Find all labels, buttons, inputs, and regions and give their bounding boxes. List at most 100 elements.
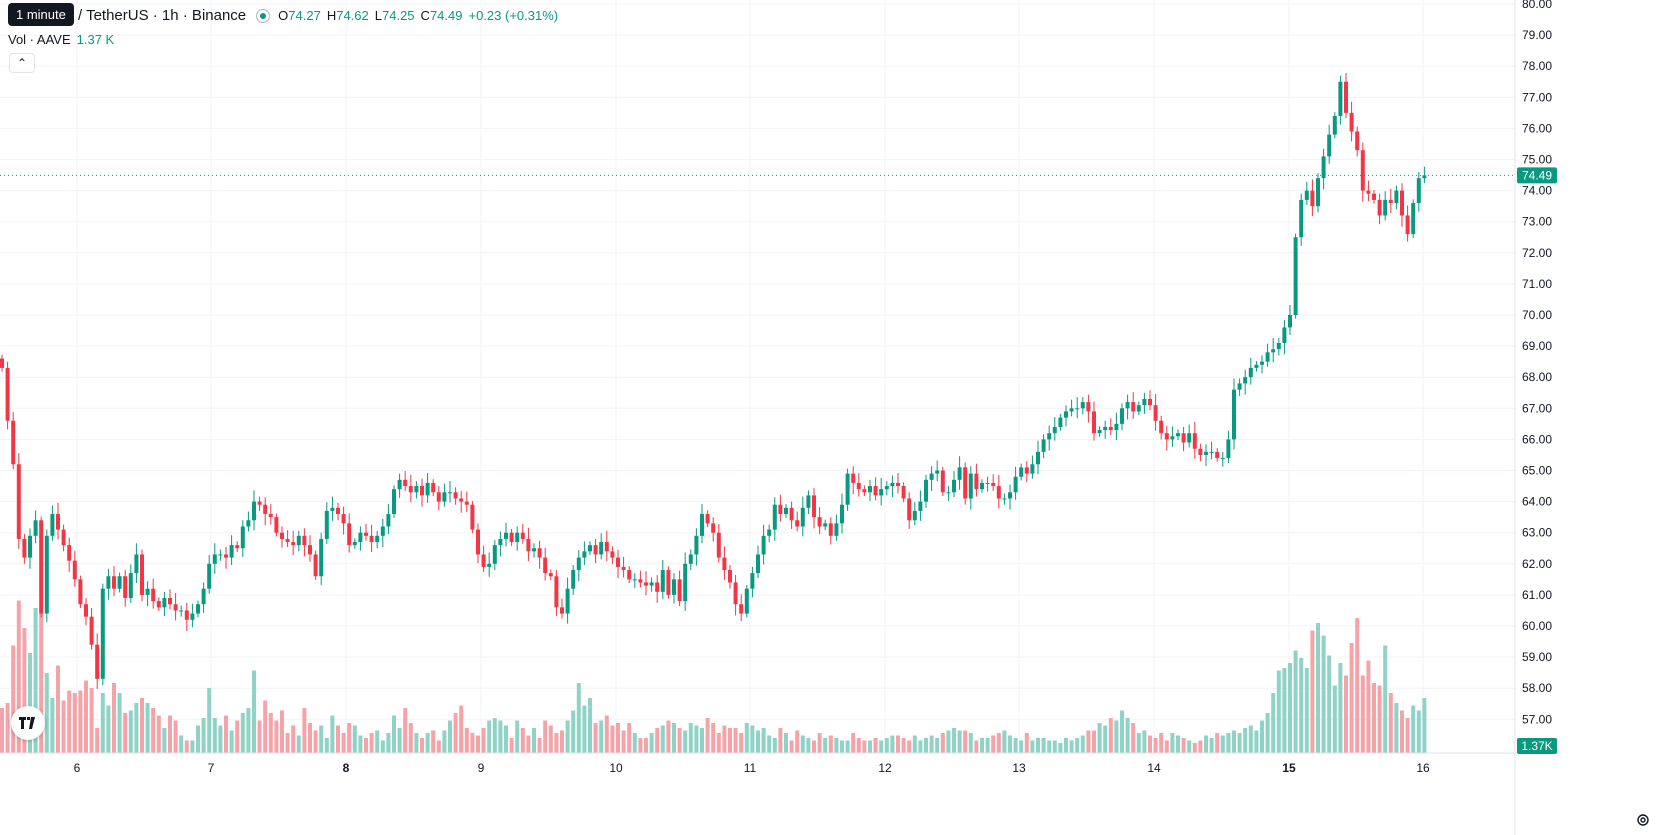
candle-body[interactable] — [1355, 131, 1360, 151]
candle-body[interactable] — [1265, 352, 1270, 362]
candle-body[interactable] — [1092, 411, 1096, 434]
candle-body[interactable] — [442, 492, 447, 502]
candle-body[interactable] — [935, 470, 940, 474]
candle-body[interactable] — [952, 479, 956, 493]
candle-body[interactable] — [1013, 476, 1018, 493]
candle-body[interactable] — [1220, 458, 1225, 460]
candle-body[interactable] — [106, 576, 111, 589]
candle-body[interactable] — [851, 473, 856, 483]
candle-body[interactable] — [1019, 467, 1024, 477]
candle-body[interactable] — [207, 563, 212, 589]
candle-body[interactable] — [128, 573, 133, 599]
candle-body[interactable] — [347, 523, 352, 546]
candle-body[interactable] — [1159, 420, 1164, 434]
candle-body[interactable] — [576, 557, 581, 571]
candle-body[interactable] — [291, 542, 296, 546]
candle-body[interactable] — [1411, 203, 1416, 235]
candle-body[interactable] — [246, 520, 251, 527]
candle-body[interactable] — [358, 532, 363, 543]
candle-body[interactable] — [184, 610, 189, 620]
candle-body[interactable] — [520, 532, 525, 539]
candle-body[interactable] — [397, 479, 402, 490]
candle-body[interactable] — [1388, 199, 1393, 204]
candle-body[interactable] — [974, 473, 979, 490]
candle-body[interactable] — [84, 604, 88, 617]
candle-body[interactable] — [1366, 190, 1371, 194]
candle-body[interactable] — [431, 482, 436, 493]
candle-body[interactable] — [296, 535, 301, 546]
candle-body[interactable] — [1181, 433, 1186, 443]
candle-body[interactable] — [1248, 367, 1253, 378]
candle-body[interactable] — [532, 548, 536, 552]
tradingview-logo-icon[interactable] — [11, 706, 45, 740]
candle-body[interactable] — [800, 507, 805, 527]
candle-body[interactable] — [828, 523, 833, 536]
candle-body[interactable] — [319, 538, 324, 577]
candle-body[interactable] — [733, 582, 738, 605]
candle-body[interactable] — [44, 535, 49, 614]
candle-body[interactable] — [151, 588, 156, 602]
candle-body[interactable] — [1131, 402, 1136, 412]
candle-body[interactable] — [901, 486, 906, 499]
candle-body[interactable] — [112, 576, 116, 589]
candle-body[interactable] — [571, 570, 576, 589]
candle-body[interactable] — [1372, 193, 1376, 200]
candle-body[interactable] — [324, 510, 329, 539]
candle-body[interactable] — [1271, 349, 1276, 353]
candle-body[interactable] — [162, 598, 167, 608]
candle-body[interactable] — [739, 604, 744, 614]
candle-body[interactable] — [1276, 342, 1281, 350]
candle-body[interactable] — [252, 501, 256, 521]
candle-body[interactable] — [425, 482, 430, 496]
candle-body[interactable] — [868, 486, 872, 493]
candle-body[interactable] — [688, 554, 693, 564]
candle-body[interactable] — [352, 542, 357, 546]
candle-body[interactable] — [1383, 199, 1388, 216]
candle-body[interactable] — [526, 538, 531, 552]
candle-body[interactable] — [588, 545, 592, 552]
candle-body[interactable] — [1198, 448, 1203, 455]
candle-body[interactable] — [1310, 190, 1315, 207]
candle-body[interactable] — [1327, 134, 1332, 157]
candle-body[interactable] — [627, 570, 632, 580]
candle-body[interactable] — [1332, 115, 1337, 135]
candle-body[interactable] — [655, 582, 660, 592]
candle-body[interactable] — [1114, 423, 1119, 431]
candle-body[interactable] — [145, 588, 150, 595]
visibility-eye-icon[interactable] — [256, 8, 271, 23]
candle-body[interactable] — [492, 545, 497, 564]
candle-body[interactable] — [1148, 398, 1152, 406]
candle-body[interactable] — [638, 579, 643, 583]
candle-body[interactable] — [173, 604, 178, 611]
candle-body[interactable] — [683, 563, 688, 602]
candle-body[interactable] — [212, 554, 217, 564]
candle-body[interactable] — [509, 532, 514, 543]
candle-body[interactable] — [879, 489, 884, 496]
candle-body[interactable] — [156, 601, 161, 608]
candle-body[interactable] — [1215, 451, 1220, 459]
candle-body[interactable] — [1153, 405, 1158, 421]
candle-body[interactable] — [33, 520, 38, 536]
candle-body[interactable] — [1209, 451, 1214, 453]
candle-body[interactable] — [201, 588, 206, 605]
candle-body[interactable] — [1176, 433, 1180, 437]
candle-body[interactable] — [380, 526, 385, 536]
candle-body[interactable] — [257, 501, 262, 505]
candle-body[interactable] — [1080, 402, 1085, 409]
candle-body[interactable] — [660, 570, 665, 592]
candle-body[interactable] — [117, 576, 122, 589]
candle-body[interactable] — [459, 498, 464, 502]
candle-body[interactable] — [672, 579, 676, 595]
candle-body[interactable] — [168, 598, 172, 605]
candle-body[interactable] — [1405, 215, 1410, 235]
candle-body[interactable] — [448, 492, 452, 494]
candle-body[interactable] — [1226, 439, 1231, 459]
candle-body[interactable] — [1164, 433, 1169, 440]
candle-body[interactable] — [1192, 433, 1197, 449]
candle-body[interactable] — [285, 538, 290, 543]
candle-body[interactable] — [240, 526, 245, 549]
candle-body[interactable] — [420, 486, 424, 496]
candle-body[interactable] — [940, 470, 945, 493]
candle-body[interactable] — [100, 588, 105, 679]
